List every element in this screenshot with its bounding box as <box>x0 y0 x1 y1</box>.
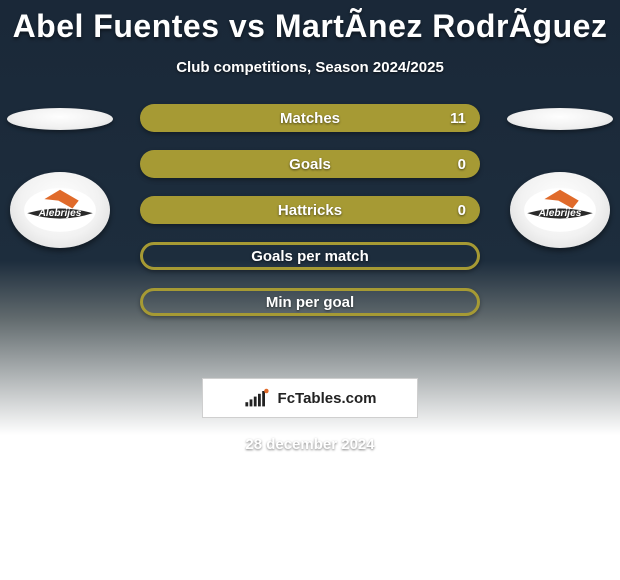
stat-bar-matches: Matches 11 <box>140 104 480 132</box>
left-player-avatar-placeholder <box>7 108 113 130</box>
stat-bar-goals: Goals 0 <box>140 150 480 178</box>
left-player-column: Alebrijes <box>0 104 120 364</box>
stat-label: Matches <box>140 110 480 127</box>
right-player-column: Alebrijes <box>500 104 620 364</box>
page-title: Abel Fuentes vs MartÃ­nez RodrÃ­guez <box>0 0 620 45</box>
fctables-logo-icon <box>244 388 272 408</box>
fctables-text: FcTables.com <box>278 390 377 407</box>
left-player-club-badge: Alebrijes <box>10 172 110 248</box>
stat-value: 0 <box>458 202 466 219</box>
stat-value: 11 <box>450 110 466 127</box>
stat-label: Goals per match <box>143 248 477 265</box>
stat-bar-hattricks: Hattricks 0 <box>140 196 480 224</box>
svg-text:Alebrijes: Alebrijes <box>38 208 82 219</box>
right-player-club-badge: Alebrijes <box>510 172 610 248</box>
svg-text:Alebrijes: Alebrijes <box>538 208 582 219</box>
stat-bar-goals-per-match: Goals per match <box>140 242 480 270</box>
fctables-watermark: FcTables.com <box>202 378 418 418</box>
stat-label: Min per goal <box>143 294 477 311</box>
comparison-panel: Alebrijes Alebrijes Matches 11 Goals 0 H… <box>0 104 620 364</box>
stat-label: Goals <box>140 156 480 173</box>
stat-label: Hattricks <box>140 202 480 219</box>
page-subtitle: Club competitions, Season 2024/2025 <box>0 59 620 76</box>
alebrijes-badge-icon: Alebrijes <box>521 185 599 235</box>
stat-bar-min-per-goal: Min per goal <box>140 288 480 316</box>
right-player-avatar-placeholder <box>507 108 613 130</box>
stat-bars: Matches 11 Goals 0 Hattricks 0 Goals per… <box>140 104 480 334</box>
alebrijes-badge-icon: Alebrijes <box>21 185 99 235</box>
stat-value: 0 <box>458 156 466 173</box>
snapshot-date: 28 december 2024 <box>0 436 620 453</box>
